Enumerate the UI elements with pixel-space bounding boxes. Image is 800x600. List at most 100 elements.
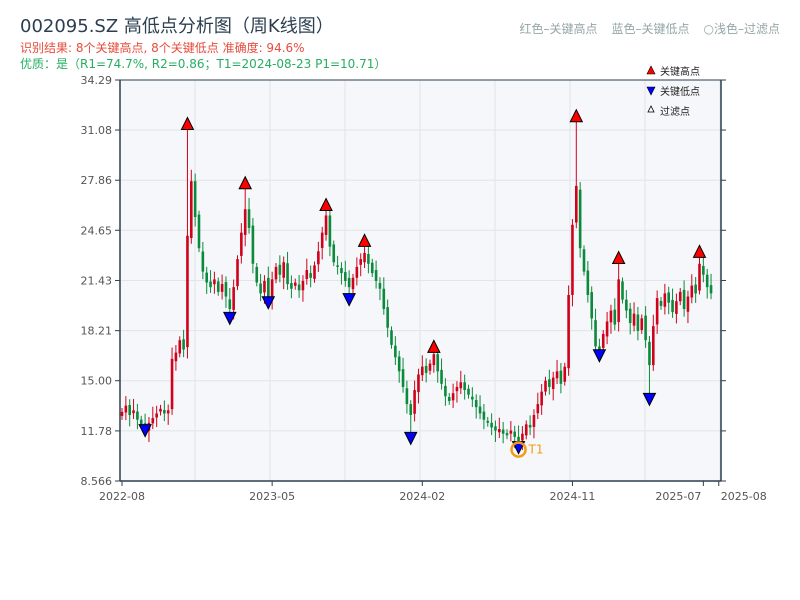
key-high-marker: [238, 175, 253, 190]
candle-body: [378, 282, 382, 289]
candle-body: [648, 341, 651, 366]
key-high-marker: [180, 116, 195, 130]
candle-body: [240, 232, 243, 256]
candle-body: [571, 224, 574, 295]
candle-body: [505, 433, 509, 436]
candle-body: [563, 366, 567, 382]
key-low-marker: [261, 296, 276, 310]
candle-body: [528, 424, 532, 428]
candle-body: [370, 262, 374, 274]
candle-body: [317, 251, 320, 265]
candle-body: [467, 388, 470, 395]
candle-body: [521, 433, 524, 441]
candle-body: [155, 413, 158, 418]
candle-body: [347, 277, 351, 288]
candle-body: [678, 291, 682, 302]
candle-body: [690, 285, 694, 298]
candle-body: [136, 411, 139, 420]
candle-body: [128, 405, 131, 415]
candle-body: [675, 301, 678, 314]
candle-body: [170, 358, 174, 410]
candle-body: [151, 418, 155, 424]
candle-body: [328, 215, 332, 247]
key-high-marker: [692, 244, 707, 258]
candle-body: [163, 409, 166, 414]
candle-body: [278, 264, 282, 275]
candle-body: [166, 410, 170, 414]
candle-body: [567, 294, 570, 369]
candle-body: [224, 282, 228, 297]
legend-filtered-label: 过滤点: [660, 105, 690, 118]
candle-body: [705, 274, 709, 288]
key-low-marker: [342, 293, 356, 307]
candle-body: [640, 318, 644, 330]
candle-body: [621, 281, 624, 300]
candle-body: [363, 252, 366, 263]
candle-body: [436, 354, 439, 372]
legend-high-label: 关键高点: [660, 65, 700, 78]
candle-body: [532, 414, 536, 427]
key-high-marker: [569, 108, 584, 123]
key-low-marker: [403, 431, 418, 446]
candle-body: [382, 288, 386, 309]
candle-body: [270, 279, 274, 300]
y-tick-label: 31.08: [81, 124, 113, 137]
candle-body: [609, 310, 613, 323]
y-tick-label: 11.78: [81, 425, 113, 438]
y-tick-label: 34.29: [81, 74, 113, 87]
candle-body: [486, 420, 490, 423]
x-tick-label: 2022-08: [99, 490, 145, 503]
candle-body: [340, 267, 343, 274]
candle-body: [428, 363, 432, 371]
candle-body: [444, 385, 447, 397]
candle-body: [667, 292, 670, 303]
candle-body: [598, 346, 601, 350]
candle-body: [197, 214, 201, 249]
key-high-marker: [319, 197, 333, 212]
candle-body: [344, 272, 347, 281]
candle-body: [513, 431, 516, 437]
candle-body: [594, 320, 597, 347]
candle-body: [655, 298, 659, 325]
candle-body: [524, 424, 528, 436]
candle-body: [424, 365, 428, 373]
x-tick-label: 2025-08: [721, 490, 767, 503]
key-low-marker: [222, 311, 237, 326]
candle-body: [613, 309, 617, 325]
candle-body: [301, 280, 305, 291]
candle-body: [632, 313, 636, 326]
candle-body: [463, 382, 466, 391]
candle-body: [332, 244, 336, 263]
hint-blue: 蓝色–关键低点: [611, 22, 690, 36]
candle-body: [174, 352, 178, 362]
candle-body: [663, 293, 667, 307]
candle-body: [201, 251, 205, 272]
candle-body: [320, 232, 324, 249]
candle-body: [213, 279, 216, 285]
candle-body: [659, 300, 663, 306]
candle-body: [274, 266, 278, 280]
candle-body: [251, 225, 255, 264]
y-tick-label: 15.00: [81, 375, 113, 388]
legend-filtered-icon: [647, 105, 655, 113]
candle-body: [432, 354, 436, 366]
candle-body: [243, 209, 247, 235]
candle-body: [582, 249, 586, 272]
candle-body: [290, 283, 293, 289]
t1-label: T1: [528, 443, 544, 457]
y-tick-label: 27.86: [81, 174, 113, 187]
quality-summary: 优质：是（R1=74.7%, R2=0.86；T1=2024-08-23 P1=…: [20, 57, 387, 71]
y-tick-label: 21.43: [81, 274, 113, 287]
candle-body: [282, 262, 285, 278]
candle-body: [559, 370, 563, 384]
candle-body: [132, 410, 135, 414]
candle-body: [652, 326, 655, 366]
key-high-marker: [357, 233, 372, 247]
t1-marker: [510, 441, 527, 458]
candle-body: [355, 266, 359, 278]
key-high-marker: [611, 250, 626, 265]
candle-body: [536, 404, 540, 414]
candle-body: [232, 287, 235, 310]
candle-body: [709, 285, 713, 294]
